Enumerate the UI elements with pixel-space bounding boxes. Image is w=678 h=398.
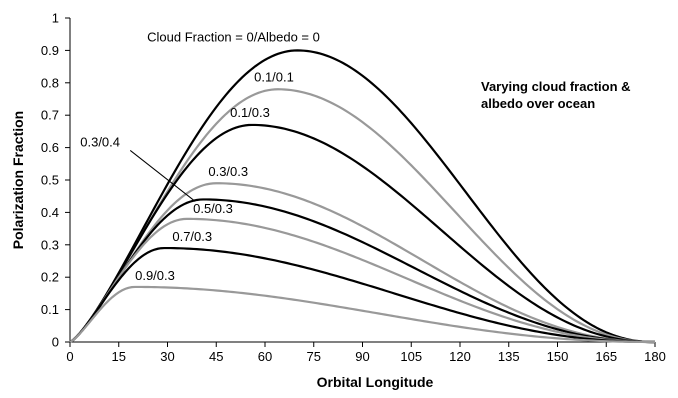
series-label: 0.1/0.1 xyxy=(254,69,294,84)
x-tick-label: 135 xyxy=(498,349,520,364)
x-tick-label: 165 xyxy=(595,349,617,364)
series-label: 0.7/0.3 xyxy=(172,229,212,244)
annotation-title-line-1: Varying cloud fraction & xyxy=(481,79,631,94)
axes: 0 15 30 45 60 75 90 105 120 135 150 165 180 0 0.1 0.2 0.… xyxy=(41,11,666,365)
series-line xyxy=(69,198,656,344)
y-tick-label: 0.1 xyxy=(41,302,59,317)
series-lines xyxy=(69,49,656,344)
y-tick-label: 0.4 xyxy=(41,205,59,220)
annotation-title-line-2: albedo over ocean xyxy=(481,96,595,111)
series-label: 0.3/0.3 xyxy=(208,164,248,179)
x-tick-label: 60 xyxy=(258,349,272,364)
x-axis-title: Orbital Longitude xyxy=(317,374,434,390)
x-tick-label: 30 xyxy=(160,349,174,364)
series-line xyxy=(69,88,656,344)
y-tick-label: 0.6 xyxy=(41,140,59,155)
series-label: 0.1/0.3 xyxy=(230,105,270,120)
x-tick-label: 180 xyxy=(644,349,666,364)
series-line xyxy=(69,123,656,344)
x-tick-label: 105 xyxy=(400,349,422,364)
y-tick-label: 0.2 xyxy=(41,270,59,285)
series-label: 0.5/0.3 xyxy=(193,201,233,216)
x-tick-label: 75 xyxy=(307,349,321,364)
y-tick-label: 0 xyxy=(52,335,59,350)
y-tick-label: 0.9 xyxy=(41,43,59,58)
x-tick-label: 90 xyxy=(355,349,369,364)
series-line xyxy=(69,285,655,344)
series-line xyxy=(69,217,656,344)
y-tick-label: 0.5 xyxy=(41,173,59,188)
series-label: 0.9/0.3 xyxy=(135,268,175,283)
series-labels: Cloud Fraction = 0/Albedo = 0 0.1/0.1 0.1/… xyxy=(80,29,320,283)
series-label: 0.3/0.4 xyxy=(80,134,120,149)
x-tick-label: 45 xyxy=(209,349,223,364)
series-line xyxy=(69,49,656,344)
label-leader-line xyxy=(129,150,196,202)
x-tick-label: 120 xyxy=(449,349,471,364)
x-tick-label: 15 xyxy=(112,349,126,364)
y-tick-label: 1 xyxy=(52,11,59,26)
y-tick-label: 0.3 xyxy=(41,237,59,252)
y-tick-label: 0.8 xyxy=(41,75,59,90)
y-axis-title: Polarization Fraction xyxy=(10,111,26,249)
x-tick-label: 150 xyxy=(547,349,569,364)
series-line xyxy=(69,182,656,344)
x-tick-label: 0 xyxy=(66,349,73,364)
series-line xyxy=(69,246,655,344)
y-tick-label: 0.7 xyxy=(41,108,59,123)
series-label: Cloud Fraction = 0/Albedo = 0 xyxy=(147,29,320,44)
